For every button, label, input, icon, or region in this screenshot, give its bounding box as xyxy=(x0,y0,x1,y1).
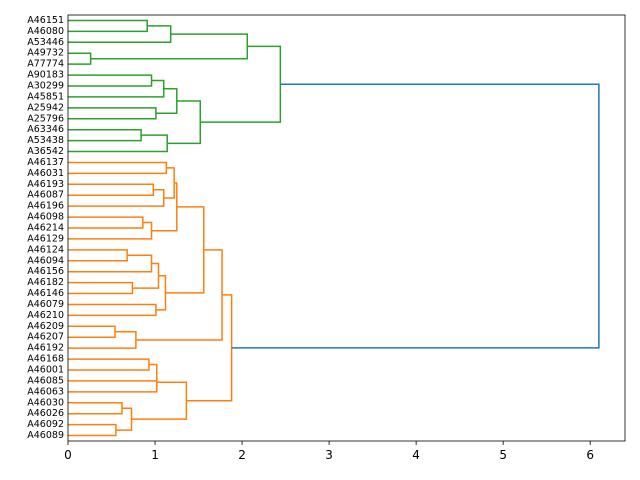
leaf-label: A46129 xyxy=(27,233,64,244)
x-axis: 0 1 2 3 4 5 6 xyxy=(64,441,594,462)
leaf-label: A46001 xyxy=(27,365,64,376)
leaf-label: A25796 xyxy=(27,113,64,124)
leaf-label: A46193 xyxy=(27,179,64,190)
dendrogram-link xyxy=(68,79,165,98)
dendrogram-link xyxy=(90,33,249,60)
x-tick-label: 0 xyxy=(64,448,72,462)
leaf-label: A46092 xyxy=(27,419,64,430)
leaf-label: A46087 xyxy=(27,190,64,201)
leaf-label: A46080 xyxy=(27,26,64,37)
leaf-label: A90183 xyxy=(27,70,64,81)
dendrogram-link xyxy=(68,423,117,437)
x-tick-label: 1 xyxy=(151,448,159,462)
leaf-label: A25942 xyxy=(27,102,64,113)
dendrogram-link xyxy=(163,167,175,199)
x-tick-label: 2 xyxy=(238,448,246,462)
dendrogram-link xyxy=(155,87,178,115)
dendrogram-link xyxy=(132,262,160,289)
leaf-label: A46137 xyxy=(27,157,64,168)
dendrogram-link xyxy=(68,52,92,65)
leaf-label: A46089 xyxy=(27,430,64,441)
leaf-label: A46168 xyxy=(27,354,64,365)
dendrogram-link xyxy=(68,161,168,175)
dendrogram-link xyxy=(68,363,158,382)
leaf-label: A46182 xyxy=(27,277,64,288)
dendrogram-link xyxy=(68,372,158,393)
leaf-label: A46026 xyxy=(27,408,64,419)
dendrogram-link xyxy=(135,249,223,341)
x-tick-label: 4 xyxy=(412,448,420,462)
leaf-label: A46085 xyxy=(27,375,64,386)
leaf-label: A46094 xyxy=(27,255,64,266)
x-tick-label: 3 xyxy=(325,448,333,462)
dendrogram-links xyxy=(68,19,600,437)
dendrogram-link xyxy=(68,331,137,349)
leaf-label: A46210 xyxy=(27,310,64,321)
leaf-label: A46156 xyxy=(27,266,64,277)
leaf-label: A63346 xyxy=(27,124,64,135)
dendrogram-link xyxy=(68,281,134,295)
dendrogram-link xyxy=(68,358,150,371)
x-tick-label: 5 xyxy=(499,448,507,462)
dendrogram-link xyxy=(231,83,600,349)
dendrogram-link xyxy=(68,402,123,415)
dendrogram-link xyxy=(68,19,148,33)
leaf-label: A77774 xyxy=(27,59,64,70)
leaf-label: A53446 xyxy=(27,37,64,48)
leaf-labels: A46151A46080A53446A49732A77774A90183A302… xyxy=(27,15,64,441)
dendrogram-link xyxy=(68,189,165,207)
leaf-label: A30299 xyxy=(27,81,64,92)
leaf-label: A46031 xyxy=(27,168,64,179)
leaf-label: A46192 xyxy=(27,343,64,354)
plot-frame xyxy=(67,14,626,442)
leaf-label: A45851 xyxy=(27,91,64,102)
leaf-label: A36542 xyxy=(27,146,64,157)
leaf-label: A46209 xyxy=(27,321,64,332)
dendrogram-link xyxy=(68,128,142,142)
leaf-label: A46079 xyxy=(27,299,64,310)
leaf-label: A46151 xyxy=(27,15,64,26)
x-tick-label: 6 xyxy=(586,448,594,462)
dendrogram-link xyxy=(200,45,282,123)
leaf-label: A46207 xyxy=(27,332,64,343)
leaf-label: A46030 xyxy=(27,397,64,408)
dendrogram-link xyxy=(68,249,128,262)
leaf-label: A46063 xyxy=(27,386,64,397)
leaf-label: A46146 xyxy=(27,288,64,299)
leaf-label: A46196 xyxy=(27,201,64,212)
leaf-label: A49732 xyxy=(27,48,64,59)
leaf-label: A46124 xyxy=(27,244,64,255)
leaf-label: A53438 xyxy=(27,135,64,146)
leaf-label: A46098 xyxy=(27,212,64,223)
leaf-label: A46214 xyxy=(27,223,64,234)
dendrogram-link xyxy=(151,182,178,232)
